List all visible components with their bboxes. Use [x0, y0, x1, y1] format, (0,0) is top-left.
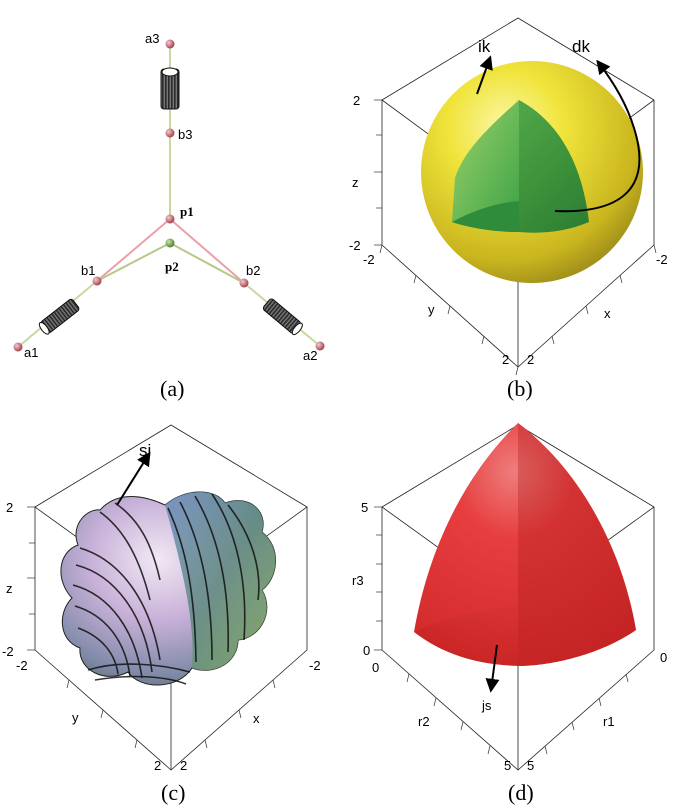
tick-r1-bottom-d: 5	[527, 758, 534, 773]
tick-z-top-c: 2	[6, 500, 13, 515]
tick-x-right-c: -2	[309, 658, 321, 673]
joint-b1	[92, 276, 102, 286]
caption-a: (a)	[160, 376, 184, 401]
annotation-ik: ik	[478, 37, 491, 56]
axis-z-c: z	[6, 581, 13, 596]
axis-r2-d: r2	[418, 714, 430, 729]
r1-ticks-d	[544, 673, 629, 755]
axis-y-b: y	[428, 302, 435, 317]
label-p2: p2	[165, 259, 179, 274]
region-dk-right	[452, 100, 589, 233]
actuator-right	[262, 298, 303, 336]
tick-y-left-b: -2	[363, 252, 375, 267]
tick-x-bottom-b: 2	[527, 352, 534, 367]
y-ticks-c	[66, 679, 138, 749]
panel-c-plot: si 2 -2 z -2 y 2 2 x -2	[2, 424, 321, 773]
label-b3: b3	[178, 127, 192, 142]
joint-a3	[165, 39, 175, 49]
tick-r2-left-d: 0	[372, 660, 379, 675]
annotation-js: js	[481, 698, 492, 713]
link-p1-b2	[169, 218, 245, 284]
tick-x-bottom-c: 2	[180, 758, 187, 773]
panel-b-plot: ik dk 2 -2 z -2 y 2 2 x -2	[349, 17, 668, 376]
r2-ticks-d	[406, 673, 491, 755]
tick-y-bottom-c: 2	[154, 758, 161, 773]
label-b1: b1	[81, 263, 95, 278]
caption-b: (b)	[507, 376, 533, 401]
x-ticks-b	[551, 244, 657, 345]
tick-y-bottom-b: 2	[502, 352, 509, 367]
tick-x-right-b: -2	[656, 252, 668, 267]
tick-y-left-c: -2	[16, 658, 28, 673]
joint-p1	[165, 214, 175, 224]
r3-ticks-d	[374, 506, 382, 651]
link-p2-b2	[169, 242, 245, 284]
x-ticks-c	[204, 679, 276, 749]
tick-r2-bottom-d: 5	[504, 758, 511, 773]
label-a2: a2	[303, 348, 317, 363]
annotation-si: si	[139, 441, 151, 460]
axis-r3-d: r3	[352, 573, 364, 588]
axis-r1-d: r1	[603, 714, 615, 729]
surface-js-right	[518, 423, 636, 666]
joint-b3	[165, 128, 175, 138]
label-a1: a1	[24, 345, 38, 360]
label-b2: b2	[246, 263, 260, 278]
caption-c: (c)	[161, 780, 185, 805]
joint-a2	[315, 341, 325, 351]
annotation-dk: dk	[572, 37, 590, 56]
tick-z-top-b: 2	[353, 93, 360, 108]
region-dk-left	[452, 100, 519, 222]
label-a3: a3	[145, 31, 159, 46]
link-p2-b1	[96, 242, 171, 282]
label-p1: p1	[180, 204, 194, 219]
axis-x-c: x	[253, 711, 260, 726]
joint-b2	[239, 278, 249, 288]
axis-z-b: z	[352, 175, 359, 190]
link-p1-b1	[96, 218, 171, 282]
tick-r3-bottom-d: 0	[363, 643, 370, 658]
panel-a-mechanism: a3 b3 p1 p2 b1 b2 a1 a2	[13, 31, 325, 363]
arrow-si	[116, 451, 151, 506]
arrow-js	[485, 644, 500, 693]
tick-r3-top-d: 5	[361, 500, 368, 515]
actuator-left	[38, 298, 80, 335]
axis-x-b: x	[604, 306, 611, 321]
z-ticks-c	[27, 506, 35, 651]
joint-a1	[13, 342, 23, 352]
actuator-vertical	[160, 67, 180, 110]
y-ticks-b	[379, 244, 519, 376]
tick-z-bottom-c: -2	[2, 644, 14, 659]
surface-js-left	[414, 423, 518, 632]
caption-d: (d)	[508, 780, 534, 805]
region-dk-front	[452, 201, 519, 232]
z-ticks-b	[374, 99, 382, 246]
axis-y-c: y	[72, 710, 79, 725]
arrow-ik	[476, 55, 493, 95]
tick-r1-right-d: 0	[660, 650, 667, 665]
surface-si-stripes	[72, 493, 260, 685]
panel-d-plot: js 5 0 r3 0 r2 5 5 r1 0	[352, 423, 667, 773]
tick-z-bottom-b: -2	[349, 238, 361, 253]
arrow-dk	[554, 59, 641, 213]
joint-p2	[165, 238, 175, 248]
